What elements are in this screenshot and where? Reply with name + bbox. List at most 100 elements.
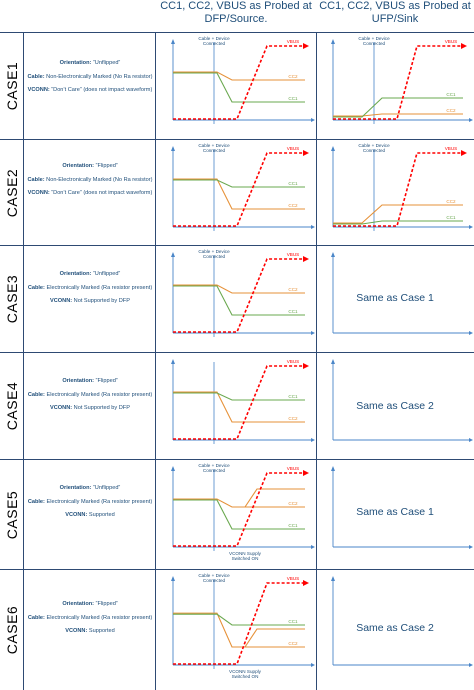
vbus-arrow — [461, 43, 467, 49]
cable-device-label: Connected — [203, 148, 226, 153]
vbus-arrow — [303, 470, 309, 476]
cc2-trace — [173, 391, 305, 423]
cc1-label: CC1 — [446, 92, 456, 97]
case-description: Orientation: “Flipped” Cable: Electronic… — [26, 378, 154, 419]
time-axis-arrow — [311, 438, 315, 442]
cable-key: Cable: — [27, 284, 45, 291]
orientation-value: “Unflipped” — [92, 271, 121, 277]
cc2-label: CC2 — [446, 199, 456, 204]
vbus-arrow — [303, 150, 309, 156]
vconn-key: VCONN: — [27, 87, 50, 93]
orientation-key: Orientation: — [62, 601, 95, 607]
cable-key: Cable: — [27, 614, 45, 621]
vconn-value: “Don’t Care” (does not impact waveform) — [51, 190, 153, 196]
cc2-trace — [173, 71, 305, 81]
cc2-trace — [173, 612, 305, 648]
cc2-trace — [173, 498, 305, 508]
case-description: Orientation: “Unflipped” Cable: Electron… — [26, 485, 154, 526]
voltage-axis-arrow — [331, 146, 335, 151]
time-axis-arrow — [311, 545, 315, 549]
cc1-label: CC1 — [288, 309, 298, 314]
sink-axes-panel — [331, 466, 473, 549]
cable-device-label: Cable + Device — [198, 573, 230, 578]
vconn-value: “Don’t Care” (does not impact waveform) — [51, 87, 153, 93]
grid-line-row3 — [0, 352, 474, 353]
cc1-label: CC1 — [288, 523, 298, 528]
cc1-label: CC1 — [288, 96, 298, 101]
vconn-key: VCONN: — [50, 298, 73, 304]
case-label: CASE6 — [4, 605, 21, 655]
cc1-trace — [173, 179, 305, 188]
cc1-label: CC1 — [288, 394, 298, 399]
sink-same-as-text: Same as Case 2 — [356, 400, 434, 412]
voltage-axis-arrow — [171, 466, 175, 471]
cc1-trace — [333, 97, 463, 118]
grid-line-row5 — [0, 569, 474, 570]
orientation-key: Orientation: — [59, 271, 92, 277]
cc2-vconn-trace — [232, 628, 305, 648]
cable-value: Electronically Marked (Ra resistor prese… — [46, 498, 153, 505]
sink-axes-panel — [331, 576, 473, 667]
vbus-label: VBUS — [287, 359, 300, 364]
cable-key: Cable: — [27, 73, 45, 80]
voltage-axis-arrow — [171, 39, 175, 44]
voltage-axis-arrow — [171, 576, 175, 581]
time-axis-arrow — [469, 545, 473, 549]
case-description: Orientation: “Flipped” Cable: Non-Electr… — [26, 163, 154, 204]
cable-device-label: Connected — [203, 578, 226, 583]
vbus-trace — [173, 582, 305, 665]
vconn-supply-label: Switched ON — [232, 556, 259, 561]
time-axis-arrow — [469, 225, 473, 229]
cable-device-label: Cable + Device — [198, 463, 230, 468]
grid-line-row4 — [0, 459, 474, 460]
time-axis-arrow — [311, 331, 315, 335]
cable-value: Electronically Marked (Ra resistor prese… — [46, 614, 153, 621]
grid-line-mid1 — [155, 32, 156, 690]
orientation-value: “Unflipped” — [92, 60, 121, 66]
vbus-trace — [173, 45, 305, 120]
cc1-label: CC1 — [288, 181, 298, 186]
grid-line-mid2 — [316, 32, 317, 690]
vbus-trace — [333, 152, 463, 227]
grid-line-row2 — [0, 245, 474, 246]
vconn-key: VCONN: — [50, 405, 73, 411]
vbus-trace — [173, 472, 305, 547]
vbus-trace — [173, 365, 305, 440]
case-label: CASE2 — [4, 168, 21, 217]
cable-device-label: Connected — [363, 148, 386, 153]
cable-device-label: Cable + Device — [358, 143, 390, 148]
case-label: CASE3 — [4, 274, 21, 324]
vconn-key: VCONN: — [65, 512, 88, 518]
voltage-axis-arrow — [331, 39, 335, 44]
cable-device-label: Connected — [203, 41, 226, 46]
orientation-value: “Unflipped” — [92, 485, 121, 491]
time-axis-arrow — [469, 118, 473, 122]
vbus-label: VBUS — [287, 146, 300, 151]
sink-same-as-text: Same as Case 1 — [356, 292, 434, 304]
vbus-arrow — [303, 43, 309, 49]
vconn-value: Not Supported by DFP — [73, 298, 130, 304]
grid-line-top — [0, 32, 474, 33]
cc1-trace — [173, 72, 305, 103]
vbus-trace — [173, 258, 305, 333]
orientation-key: Orientation: — [62, 163, 95, 169]
orientation-key: Orientation: — [62, 378, 95, 384]
cc2-label: CC2 — [288, 641, 298, 646]
cc2-vconn-trace — [232, 488, 305, 508]
time-axis-arrow — [469, 663, 473, 667]
source-waveform-panel: VBUS CC2 CC1 — [171, 359, 315, 444]
cc2-label: CC2 — [288, 203, 298, 208]
vbus-label: VBUS — [445, 39, 458, 44]
vconn-supply-label: VCONN Supply — [229, 669, 262, 674]
cc2-trace — [333, 113, 463, 117]
voltage-axis-arrow — [331, 466, 335, 471]
vbus-label: VBUS — [287, 252, 300, 257]
cc2-label: CC2 — [288, 287, 298, 292]
vconn-supply-label: Switched ON — [232, 674, 259, 679]
